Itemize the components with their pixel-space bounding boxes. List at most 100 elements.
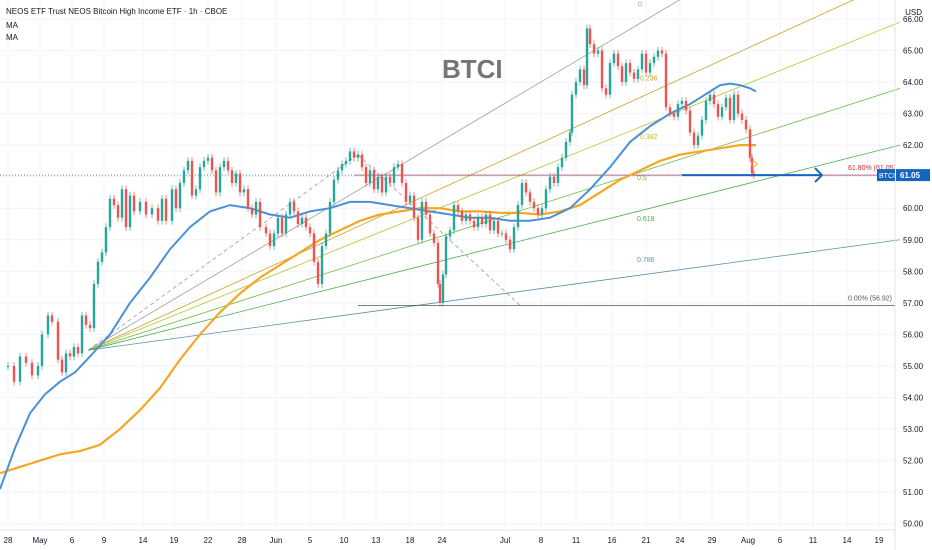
fan-label: 0: [638, 1, 642, 8]
price-candle: [736, 94, 740, 114]
indicator-label-ma-2[interactable]: MA: [6, 33, 18, 42]
ma-slow-line: [0, 144, 756, 475]
price-candle: [170, 189, 174, 221]
fan-label: 0.382: [640, 134, 658, 141]
price-candle: [150, 208, 154, 215]
price-candle: [392, 167, 396, 183]
price-candle: [272, 233, 276, 247]
price-candle: [356, 154, 360, 158]
price-candle: [464, 214, 468, 221]
price-candle: [344, 160, 348, 165]
price-axis[interactable]: 50.00 51.00 52.00 53.00 54.00 55.00 56.00 57.00…: [877, 0, 930, 550]
price-candle: [696, 135, 700, 146]
price-candle: [64, 353, 68, 373]
price-candle: [720, 107, 724, 117]
moving-averages: [0, 82, 757, 490]
price-candle: [500, 233, 504, 235]
price-candle: [96, 261, 100, 284]
price-candle: [716, 104, 720, 117]
price-candle: [268, 233, 272, 247]
price-candle: [316, 261, 320, 284]
price-candle: [92, 283, 96, 329]
price-candle: [104, 227, 108, 253]
y-tick-label: 53.00: [903, 425, 924, 434]
fan-helper-line: [87, 154, 359, 351]
price-candle: [186, 160, 190, 171]
price-candle: [36, 365, 40, 376]
price-candle: [568, 132, 572, 142]
indicator-label-ma-1[interactable]: MA: [6, 21, 18, 30]
price-candle: [80, 315, 84, 354]
x-tick-label: 24: [438, 536, 447, 545]
x-tick-label: 16: [608, 536, 617, 545]
x-tick-label: 6: [778, 536, 783, 545]
price-candle: [254, 201, 258, 215]
x-tick-label: 14: [139, 536, 148, 545]
price-candle: [508, 239, 512, 250]
price-candle: [222, 160, 226, 168]
price-candle: [88, 324, 92, 329]
x-tick-label: 10: [340, 536, 349, 545]
price-candle: [164, 198, 168, 221]
y-tick-label: 50.00: [903, 520, 924, 529]
y-tick-label: 52.00: [903, 457, 924, 466]
price-candle: [524, 182, 528, 193]
x-tick-label: 5: [308, 536, 313, 545]
y-tick-label: 55.00: [903, 362, 924, 371]
price-candle: [312, 233, 316, 262]
price-candle: [108, 198, 112, 228]
price-candle: [210, 157, 214, 171]
price-candle: [308, 227, 312, 234]
price-candle: [60, 359, 64, 373]
price-candle: [132, 195, 136, 212]
price-candle: [732, 94, 736, 120]
price-candle: [340, 164, 344, 171]
price-candle: [112, 198, 116, 206]
price-candle: [604, 88, 608, 95]
y-tick-label: 65.00: [903, 46, 924, 55]
price-candle: [50, 315, 54, 322]
fan-line: [87, 0, 855, 351]
price-candle: [680, 100, 684, 105]
price-candle: [476, 217, 480, 228]
price-candle: [276, 217, 280, 234]
price-candle: [728, 97, 732, 120]
price-candle: [404, 182, 408, 202]
price-candle: [620, 66, 624, 83]
price-candle: [588, 28, 592, 45]
y-tick-label: 66.00: [903, 15, 924, 24]
x-tick-label: 29: [708, 536, 717, 545]
price-candle: [84, 315, 88, 325]
y-tick-label: 56.00: [903, 330, 924, 339]
fib-label: 61.80% (61.05): [848, 165, 896, 172]
price-candle: [6, 365, 10, 367]
price-candle: [648, 63, 652, 73]
fib-retracement: 61.80% (61.05) 0.00% (56.92): [0, 165, 896, 306]
price-candle: [174, 189, 178, 209]
price-candle: [190, 160, 194, 196]
price-candle: [436, 242, 440, 284]
price-candle: [408, 195, 412, 202]
price-candle: [198, 167, 202, 190]
price-candle: [452, 205, 456, 231]
price-candle: [214, 170, 218, 193]
price-candle: [246, 189, 250, 209]
price-candle: [396, 164, 400, 168]
y-tick-label: 57.00: [903, 299, 924, 308]
price-candle: [364, 167, 368, 183]
price-candle: [432, 233, 436, 243]
time-axis[interactable]: 28 May 6 9 14 19 22 28 Jun 5 10 13 18 24 Jul 8 11 16 21 24 2…: [0, 529, 895, 545]
price-candle: [484, 214, 488, 224]
price-candle: [660, 50, 664, 54]
price-candle: [504, 233, 508, 240]
price-candle: [206, 157, 210, 161]
price-candle: [652, 56, 656, 64]
price-candle: [460, 211, 464, 221]
price-candle: [138, 201, 142, 212]
price-candle: [182, 170, 186, 183]
price-candle: [676, 104, 680, 117]
price-candle: [292, 201, 296, 212]
price-candle: [234, 173, 238, 183]
y-tick-label: 62.00: [903, 141, 924, 150]
